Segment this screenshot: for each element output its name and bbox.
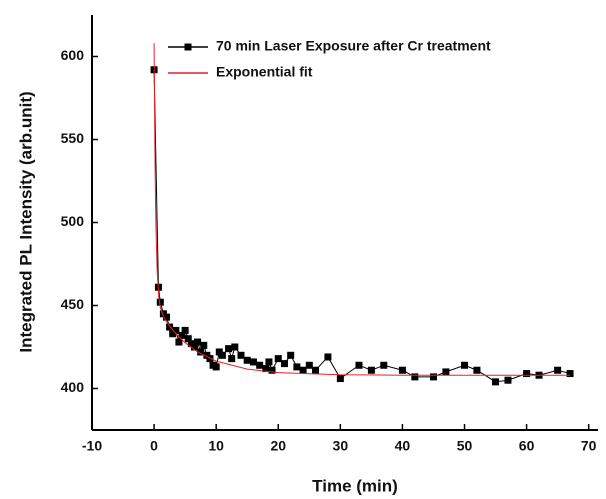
data-point (287, 351, 295, 359)
data-point (197, 348, 205, 356)
x-tick-label: 20 (270, 438, 286, 454)
x-axis-title: Time (min) (312, 476, 398, 495)
data-point (231, 343, 239, 351)
data-point (380, 361, 388, 369)
data-point (367, 366, 375, 374)
series-line (153, 43, 571, 376)
data-point (262, 365, 270, 373)
data-point (265, 358, 273, 366)
data-point (280, 360, 288, 368)
data-point (156, 298, 164, 306)
x-tick-label: 60 (519, 438, 535, 454)
data-point (190, 343, 198, 351)
data-point (299, 366, 307, 374)
data-point (237, 351, 245, 359)
data-point (172, 326, 180, 334)
legend-label: Exponential fit (216, 64, 313, 80)
x-tick-label: 50 (457, 438, 473, 454)
y-tick-label: 600 (61, 47, 85, 63)
data-point (243, 356, 251, 364)
x-tick-label: 40 (395, 438, 411, 454)
data-point (178, 331, 186, 339)
data-point (324, 353, 332, 361)
x-tick-label: 70 (581, 438, 597, 454)
data-point (218, 351, 226, 359)
data-point (336, 375, 344, 383)
data-point (461, 361, 469, 369)
data-point (268, 366, 276, 374)
data-point (228, 355, 236, 363)
x-tick-label: 30 (333, 438, 349, 454)
legend-marker (184, 43, 192, 51)
x-tick-label: -10 (82, 438, 102, 454)
y-tick-label: 500 (61, 213, 85, 229)
data-point (249, 358, 257, 366)
data-point (355, 361, 363, 369)
data-point (473, 366, 481, 374)
data-point (293, 363, 301, 371)
data-point (181, 326, 189, 334)
data-point (225, 345, 233, 353)
series-line (153, 69, 571, 383)
data-point (305, 361, 313, 369)
data-point (274, 355, 282, 363)
data-point (184, 335, 192, 343)
x-tick-label: 10 (208, 438, 224, 454)
data-point (566, 370, 574, 378)
data-point (429, 373, 437, 381)
data-point (523, 370, 531, 378)
y-axis-title: Integrated PL Intensity (arb.unit) (16, 91, 35, 352)
x-tick-label: 0 (150, 438, 158, 454)
y-tick-label: 400 (61, 379, 85, 395)
data-point (312, 366, 320, 374)
data-point (256, 361, 264, 369)
data-point (398, 366, 406, 374)
data-point (411, 373, 419, 381)
data-point (175, 338, 183, 346)
data-point (492, 378, 500, 386)
data-point (166, 323, 174, 331)
legend-label: 70 min Laser Exposure after Cr treatment (216, 38, 491, 54)
y-tick-label: 450 (61, 296, 85, 312)
data-point (200, 341, 208, 349)
data-point (442, 368, 450, 376)
data-point (554, 366, 562, 374)
data-point (504, 376, 512, 384)
data-point (163, 313, 171, 321)
y-tick-label: 550 (61, 130, 85, 146)
data-point (212, 363, 220, 371)
data-point (194, 338, 202, 346)
